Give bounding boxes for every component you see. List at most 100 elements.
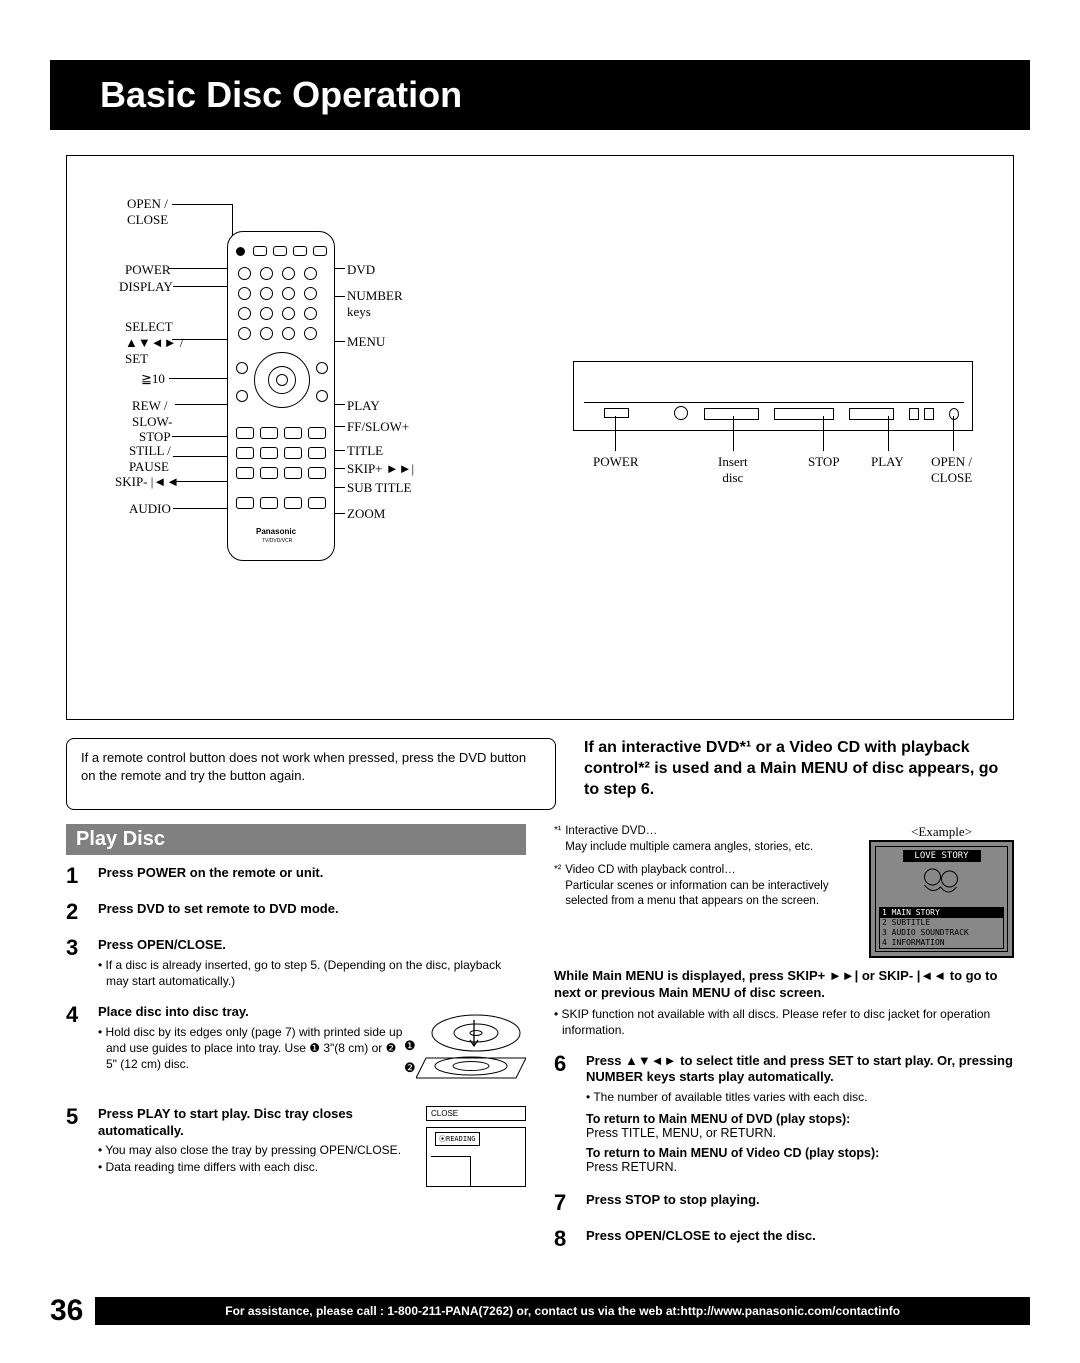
step-1-title: Press POWER on the remote or unit. [98, 865, 526, 882]
title-inner: Basic Disc Operation [80, 62, 482, 128]
lbl-display: DISPLAY [119, 279, 173, 295]
ret-dvd-h: To return to Main MENU of DVD (play stop… [586, 1112, 1014, 1126]
step-1: 1 Press POWER on the remote or unit. [66, 865, 526, 887]
step-6-num: 6 [554, 1053, 576, 1178]
ret-dvd: Press TITLE, MENU, or RETURN. [586, 1126, 1014, 1140]
lbl-audio: AUDIO [129, 501, 171, 517]
marker-2: ❷ [404, 1060, 416, 1076]
step-4-title: Place disc into disc tray. [98, 1004, 404, 1021]
lbl-rew: REW / SLOW- [132, 398, 172, 430]
step-6-title: Press ▲▼◄► to select title and press SET… [586, 1053, 1014, 1087]
footer-bar: For assistance, please call : 1-800-211-… [95, 1297, 1030, 1325]
step-3-num: 3 [66, 937, 88, 989]
step-7-num: 7 [554, 1192, 576, 1214]
ret-vcd: Press RETURN. [586, 1160, 1014, 1174]
close-box: CLOSE [426, 1106, 526, 1121]
page-title: Basic Disc Operation [100, 74, 462, 115]
step-5-title: Press PLAY to start play. Disc tray clos… [98, 1106, 414, 1140]
lbl-zoom: ZOOM [347, 506, 385, 522]
step-3: 3 Press OPEN/CLOSE. If a disc is already… [66, 937, 526, 989]
step-8: 8 Press OPEN/CLOSE to eject the disc. [554, 1228, 1014, 1250]
footnote-1: *¹ Interactive DVD… May include multiple… [554, 824, 859, 855]
lbl-subtitle: SUB TITLE [347, 480, 411, 496]
fn2-mark: *² [554, 863, 561, 910]
lbl-play: PLAY [347, 398, 380, 414]
right-intro: If an interactive DVD*¹ or a Video CD wi… [584, 738, 1014, 800]
reading-box: ⦿READING [426, 1127, 526, 1187]
lbl-gte10: ≧10 [141, 371, 165, 387]
step-2: 2 Press DVD to set remote to DVD mode. [66, 901, 526, 923]
right-column: <Example> LOVE STORY 1 MAIN STORY 2 SUBT… [554, 824, 1014, 1263]
content-columns: Play Disc 1 Press POWER on the remote or… [66, 824, 1014, 1263]
disc-tray-illustration: ❶ ❷ [416, 1008, 526, 1088]
fn2-text: Video CD with playback control… Particul… [565, 863, 859, 910]
page-footer: 36 For assistance, please call : 1-800-2… [50, 1294, 1030, 1328]
step-3-title: Press OPEN/CLOSE. [98, 937, 526, 954]
remote-brand: Panasonic [256, 527, 296, 536]
plbl-power: POWER [593, 454, 639, 470]
step-3-note: If a disc is already inserted, go to ste… [106, 957, 526, 989]
lbl-still: STILL / PAUSE [129, 443, 171, 475]
lbl-skip-minus: SKIP- |◄◄ [115, 474, 179, 490]
tv-m1: 1 MAIN STORY [880, 908, 1003, 918]
step-8-title: Press OPEN/CLOSE to eject the disc. [586, 1228, 1014, 1245]
step-7: 7 Press STOP to stop playing. [554, 1192, 1014, 1214]
close-reading-illustration: CLOSE ⦿READING [426, 1106, 526, 1187]
lbl-open-close: OPEN / CLOSE [127, 196, 168, 228]
note-box: If a remote control button does not work… [66, 738, 556, 810]
tv-menu: 1 MAIN STORY 2 SUBTITLE 3 AUDIO SOUNDTRA… [879, 907, 1004, 949]
page-number: 36 [50, 1294, 83, 1328]
tv-frame: LOVE STORY 1 MAIN STORY 2 SUBTITLE 3 AUD… [869, 840, 1014, 958]
plbl-stop: STOP [808, 454, 840, 470]
plbl-insert: Insert disc [718, 454, 748, 486]
player-diagram: POWER Insert disc STOP PLAY OPEN / CLOSE [573, 356, 978, 556]
title-bar: Basic Disc Operation [50, 60, 1030, 130]
step-2-title: Press DVD to set remote to DVD mode. [98, 901, 526, 918]
tv-m2: 2 SUBTITLE [880, 918, 1003, 928]
lbl-select: SELECT ▲▼◄► / SET [125, 319, 183, 367]
plbl-play: PLAY [871, 454, 904, 470]
skip-text: While Main MENU is displayed, press SKIP… [554, 968, 1014, 1002]
step-5-note2: Data reading time differs with each disc… [106, 1159, 414, 1175]
reading-label: ⦿READING [435, 1132, 480, 1146]
plbl-open: OPEN / CLOSE [931, 454, 972, 486]
step-8-num: 8 [554, 1228, 576, 1250]
step-5-note1: You may also close the tray by pressing … [106, 1142, 414, 1158]
play-disc-header: Play Disc [66, 824, 526, 855]
left-column: Play Disc 1 Press POWER on the remote or… [66, 824, 526, 1263]
tv-title: LOVE STORY [903, 850, 981, 862]
remote-diagram: OPEN / CLOSE POWER DISPLAY SELECT ▲▼◄► /… [97, 176, 447, 576]
fn1-mark: *¹ [554, 824, 561, 855]
lbl-number: NUMBER keys [347, 288, 403, 320]
tv-couple-icon [914, 865, 969, 905]
note-text: If a remote control button does not work… [81, 750, 526, 783]
step-4-num: 4 [66, 1004, 88, 1092]
step-4-note: Hold disc by its edges only (page 7) wit… [106, 1024, 404, 1073]
step-4: 4 Place disc into disc tray. Hold disc b… [66, 1004, 526, 1092]
example-label: <Example> [869, 824, 1014, 840]
lbl-power: POWER [125, 262, 171, 278]
step-6: 6 Press ▲▼◄► to select title and press S… [554, 1053, 1014, 1178]
ret-vcd-h: To return to Main MENU of Video CD (play… [586, 1146, 1014, 1160]
step-2-num: 2 [66, 901, 88, 923]
example-box: <Example> LOVE STORY 1 MAIN STORY 2 SUBT… [869, 824, 1014, 958]
lbl-dvd: DVD [347, 262, 375, 278]
diagram-box: OPEN / CLOSE POWER DISPLAY SELECT ▲▼◄► /… [66, 155, 1014, 720]
step-5-num: 5 [66, 1106, 88, 1187]
marker-1: ❶ [404, 1038, 416, 1054]
step-6-note: The number of available titles varies wi… [594, 1089, 1014, 1105]
step-7-title: Press STOP to stop playing. [586, 1192, 1014, 1209]
remote-subbrand: TV/DVD/VCR [262, 538, 292, 544]
tv-m4: 4 INFORMATION [880, 938, 1003, 948]
footnote-2: *² Video CD with playback control… Parti… [554, 863, 859, 910]
lbl-title: TITLE [347, 443, 383, 459]
step-1-num: 1 [66, 865, 88, 887]
lbl-menu: MENU [347, 334, 385, 350]
skip-note: SKIP function not available with all dis… [562, 1006, 1014, 1038]
fn1-text: Interactive DVD… May include multiple ca… [565, 824, 813, 855]
lbl-ff: FF/SLOW+ [347, 419, 409, 435]
tv-m3: 3 AUDIO SOUNDTRACK [880, 928, 1003, 938]
step-5: 5 Press PLAY to start play. Disc tray cl… [66, 1106, 526, 1187]
lbl-skip-plus: SKIP+ ►►| [347, 461, 414, 477]
remote-body: Panasonic TV/DVD/VCR [227, 231, 335, 561]
